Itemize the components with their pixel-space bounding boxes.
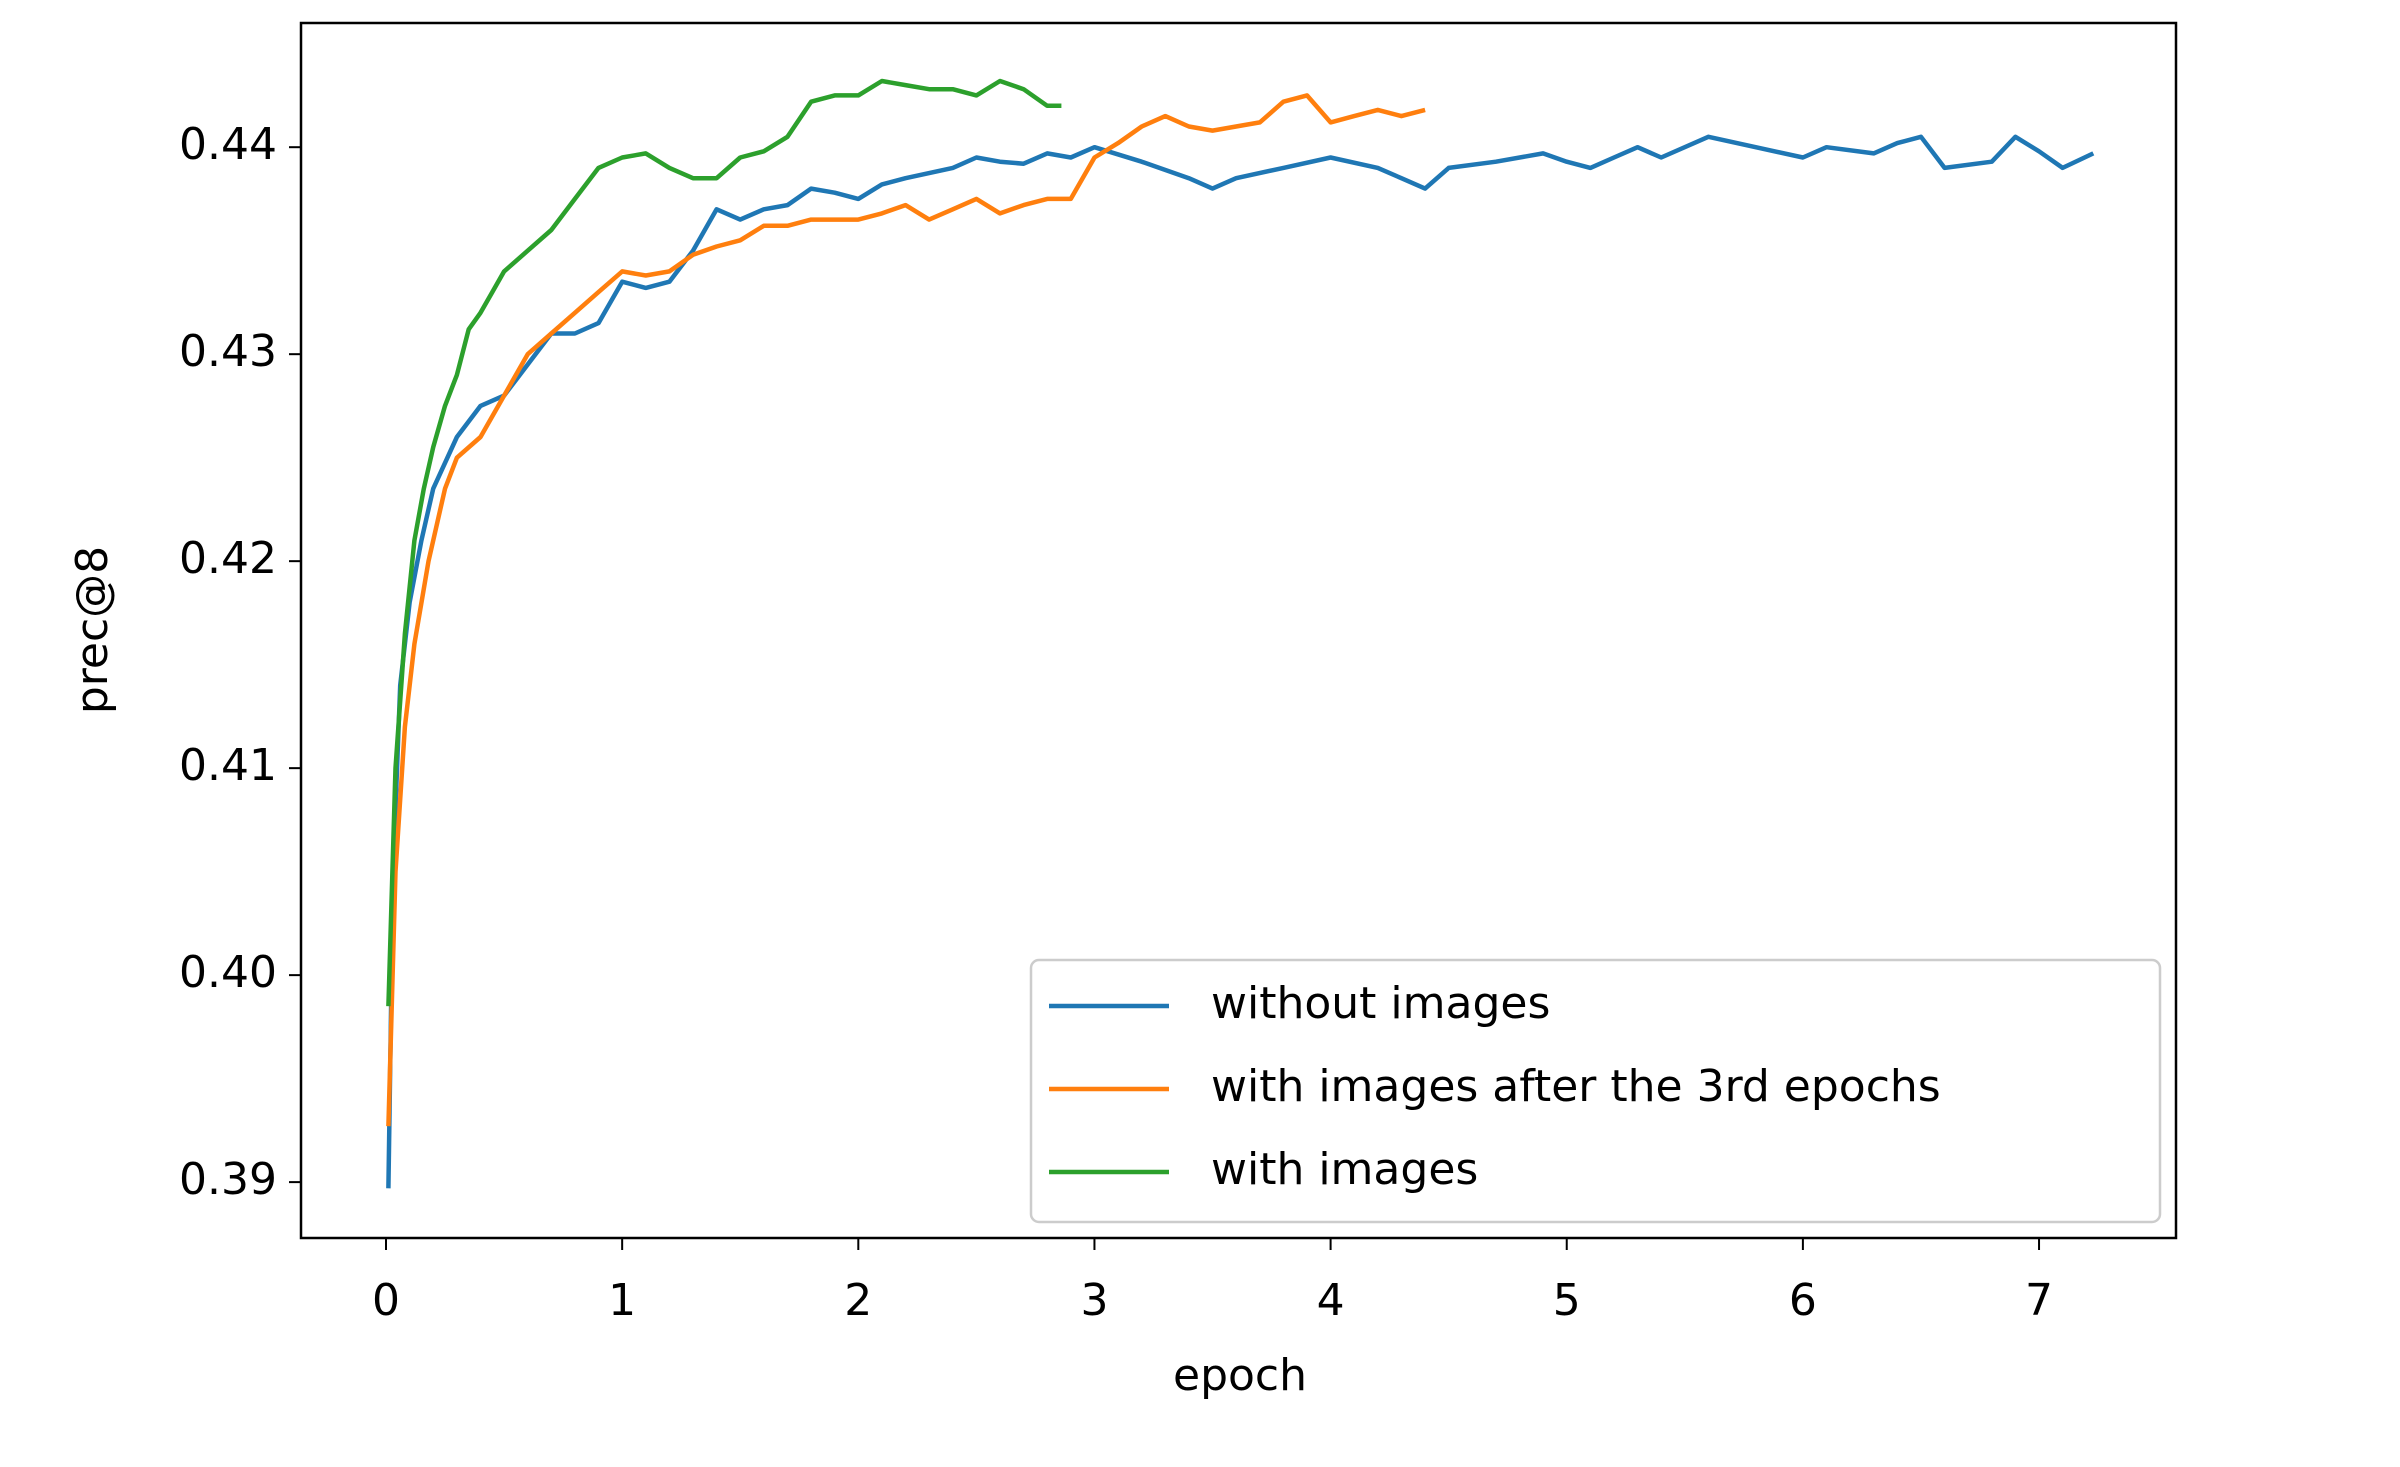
x-tick-label: 7: [2025, 1275, 2053, 1326]
plot-frame: [299, 21, 2178, 1240]
x-tick-label: 3: [1080, 1275, 1108, 1326]
x-tick-label: 0: [372, 1275, 400, 1326]
y-tick-label: 0.43: [179, 326, 277, 377]
y-tick-label: 0.39: [179, 1154, 277, 1205]
y-tick-label: 0.41: [179, 740, 277, 791]
y-tick-label: 0.44: [179, 119, 277, 170]
legend: without images with images after the 3rd …: [1029, 958, 2162, 1224]
legend-label: with images after the 3rd epochs: [1211, 1061, 1941, 1112]
x-tick-label: 4: [1317, 1275, 1345, 1326]
y-axis-label: prec@8: [67, 546, 118, 714]
x-axis-label: epoch: [1173, 1350, 1307, 1401]
y-tick-label: 0.40: [179, 947, 277, 998]
series-line: [386, 93, 1426, 1127]
x-tick-label: 6: [1789, 1275, 1817, 1326]
legend-label: without images: [1211, 978, 1550, 1029]
y-tick-label: 0.42: [179, 533, 277, 584]
legend-label: with images: [1211, 1144, 1478, 1195]
x-tick-label: 2: [844, 1275, 872, 1326]
legend-box: [1029, 958, 2162, 1224]
x-tick-label: 1: [608, 1275, 636, 1326]
series-line: [386, 78, 1062, 1007]
series-line: [386, 134, 2095, 1189]
x-tick-label: 5: [1553, 1275, 1581, 1326]
